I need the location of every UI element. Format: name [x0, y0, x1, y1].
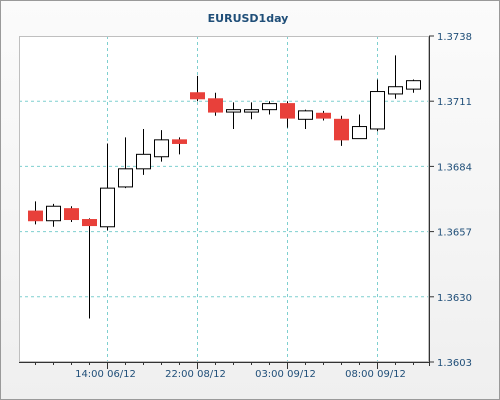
chart-title: EURUSD1day — [208, 12, 289, 25]
candle-body — [208, 98, 223, 113]
x-tick-label: 08:00 09/12 — [345, 369, 406, 380]
plot-area: 1.3738 1.3711 1.3684 1.3657 1.3630 1.3603 14:0… — [19, 32, 472, 380]
candle-body — [280, 103, 295, 119]
candle-body — [388, 86, 403, 95]
candle-body — [262, 103, 277, 111]
plot-background — [19, 36, 429, 362]
candle-body — [190, 92, 205, 100]
y-tick-label: 1.3657 — [437, 228, 472, 239]
candle-body — [172, 139, 187, 144]
x-tick-label: 22:00 08/12 — [165, 369, 226, 380]
candle-body — [316, 112, 331, 119]
candle-body — [46, 205, 61, 222]
y-tick-label: 1.3684 — [437, 162, 472, 173]
candle-body — [352, 126, 367, 140]
candle-body — [244, 109, 259, 113]
candle-body — [136, 153, 151, 170]
candle-body — [226, 109, 241, 113]
candle-body — [100, 187, 115, 228]
x-tick-label: 03:00 09/12 — [255, 369, 316, 380]
candle-body — [118, 168, 133, 188]
y-tick-label: 1.3738 — [437, 32, 472, 43]
y-tick-label: 1.3603 — [437, 358, 472, 369]
y-tick-label: 1.3630 — [437, 293, 472, 304]
x-tick-label: 14:00 06/12 — [75, 369, 136, 380]
candle-body — [370, 91, 385, 130]
candle-body — [298, 110, 313, 120]
candle-body — [334, 118, 349, 141]
candle-body — [406, 80, 421, 90]
candle-body — [82, 219, 97, 227]
y-tick-label: 1.3711 — [437, 97, 472, 108]
candle-body — [64, 208, 79, 221]
candle-body — [154, 139, 169, 158]
plot-border — [19, 36, 429, 362]
candle-body — [28, 210, 43, 222]
